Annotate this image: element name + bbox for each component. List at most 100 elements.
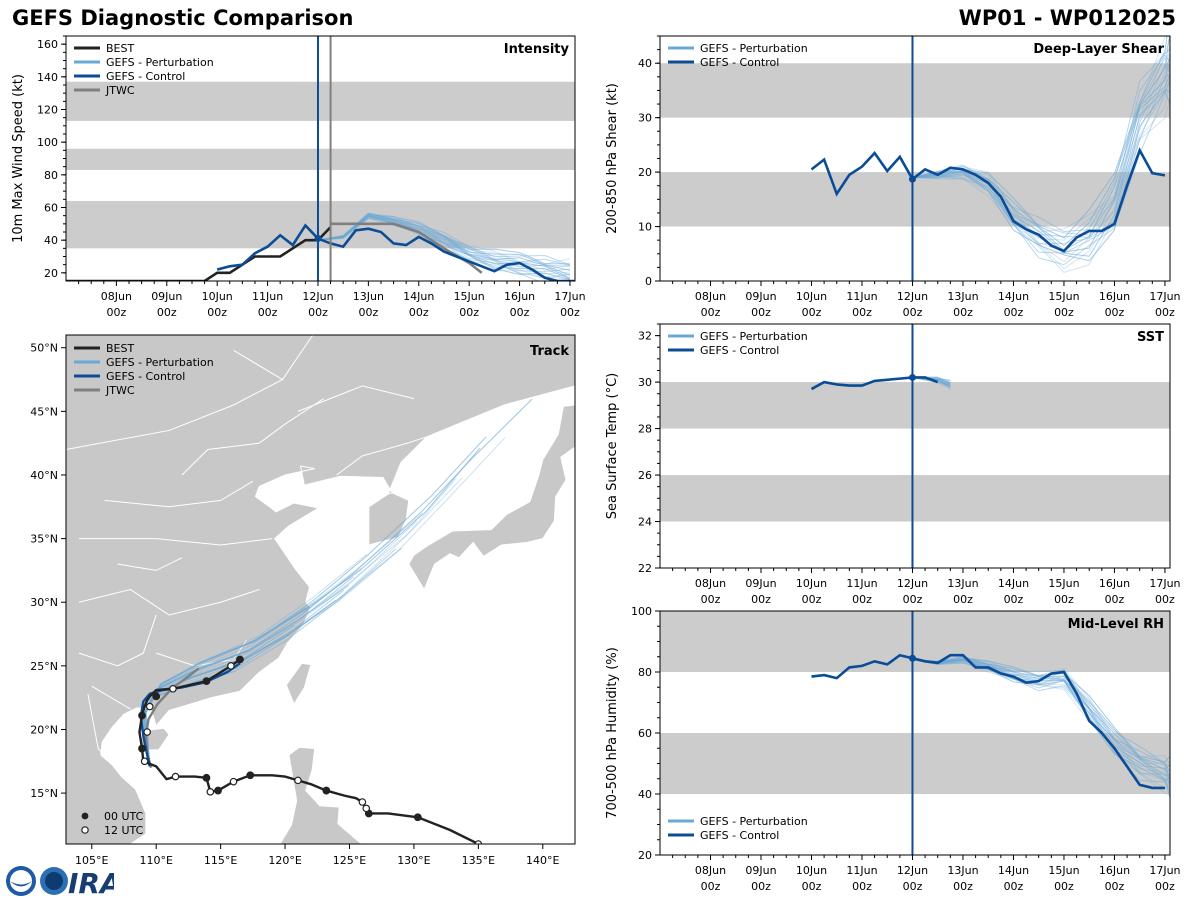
y-tick-label: 30°N xyxy=(30,596,58,609)
perturbation-member-line xyxy=(912,659,1170,785)
boundary-line xyxy=(66,379,283,451)
perturbation-member-line xyxy=(912,53,1170,251)
x-tick-label: 105°E xyxy=(75,854,108,867)
y-axis-label: 200-850 hPa Shear (kt) xyxy=(605,83,620,234)
x-tick-label: 00z xyxy=(258,306,278,319)
y-axis-label: 10m Max Wind Speed (kt) xyxy=(11,74,26,243)
y-tick-label: 160 xyxy=(37,38,58,51)
gefs-control-track xyxy=(139,662,241,767)
x-tick-label: 00z xyxy=(802,880,822,893)
x-tick-label: 17Jun xyxy=(554,290,585,303)
threshold-band xyxy=(660,382,1170,429)
x-tick-label: 09Jun xyxy=(745,577,776,590)
x-tick-label: 13Jun xyxy=(947,577,978,590)
x-tick-label: 00z xyxy=(953,880,973,893)
track-point-12utc xyxy=(229,777,238,786)
x-tick-label: 130°E xyxy=(397,854,430,867)
x-tick-label: 08Jun xyxy=(695,577,726,590)
perturbation-member-line xyxy=(912,37,1170,241)
x-tick-label: 17Jun xyxy=(1149,577,1180,590)
legend-label: GEFS - Perturbation xyxy=(106,356,214,369)
legend-label: GEFS - Control xyxy=(106,70,185,83)
x-tick-label: 00z xyxy=(1054,593,1074,606)
axes-frame xyxy=(65,334,576,845)
x-tick-label: 12Jun xyxy=(302,290,333,303)
y-tick-label: 40 xyxy=(44,234,58,247)
gefs-control-line xyxy=(811,653,1165,790)
x-tick-label: 15Jun xyxy=(454,290,485,303)
best-line xyxy=(66,226,332,281)
track-point-12utc xyxy=(206,788,215,796)
x-tick-label: 13Jun xyxy=(947,290,978,303)
x-tick-label: 11Jun xyxy=(252,290,283,303)
legend-label: GEFS - Control xyxy=(700,344,779,357)
track-point-12utc xyxy=(362,804,371,813)
perturbation-member-line xyxy=(912,98,1170,273)
perturbation-track xyxy=(145,436,487,767)
x-tick-label: 00z xyxy=(459,306,479,319)
x-tick-label: 12Jun xyxy=(897,864,928,877)
track-point-00utc xyxy=(214,786,222,795)
perturbation-member-line xyxy=(912,659,1170,773)
x-tick-label: 14Jun xyxy=(998,864,1029,877)
x-tick-label: 00z xyxy=(409,306,429,319)
panel-title: Deep-Layer Shear xyxy=(1033,42,1164,57)
x-tick-label: 00z xyxy=(1004,593,1024,606)
perturbation-member-line xyxy=(912,90,1170,262)
y-tick-label: 20°N xyxy=(30,723,58,736)
gefs-control-line xyxy=(810,147,1166,253)
x-tick-label: 09Jun xyxy=(745,864,776,877)
x-tick-label: 00z xyxy=(358,306,378,319)
legend-label: GEFS - Control xyxy=(700,56,779,69)
y-tick-label: 40 xyxy=(638,788,652,801)
x-tick-label: 125°E xyxy=(333,854,366,867)
legend-label: BEST xyxy=(106,42,134,55)
y-axis-label: 700-500 hPa Humidity (%) xyxy=(605,647,620,819)
track-point-12utc xyxy=(145,702,154,711)
y-tick-label: 40 xyxy=(638,57,652,70)
cira-noaa-logo: IRA xyxy=(6,866,114,898)
x-tick-label: 17Jun xyxy=(1149,864,1180,877)
x-tick-label: 00z xyxy=(1004,306,1024,319)
x-tick-label: 14Jun xyxy=(998,577,1029,590)
track-point-00utc xyxy=(202,773,211,782)
boundary-line xyxy=(336,436,427,476)
perturbation-member-line xyxy=(912,656,1170,773)
x-tick-label: 13Jun xyxy=(947,864,978,877)
x-tick-label: 08Jun xyxy=(101,290,132,303)
rh-plot-area xyxy=(811,653,1170,798)
track-point-12utc xyxy=(294,776,302,785)
land-mass xyxy=(66,335,575,844)
perturbation-member-line xyxy=(912,58,1170,263)
axes-frame xyxy=(659,323,1171,569)
x-tick-label: 15Jun xyxy=(1048,577,1079,590)
threshold-band xyxy=(660,733,1170,794)
legend-label: GEFS - Control xyxy=(106,370,185,383)
perturbation-member-line xyxy=(912,78,1170,266)
x-tick-label: 00z xyxy=(510,306,530,319)
track-point-00utc xyxy=(138,744,146,753)
x-tick-label: 00z xyxy=(903,880,923,893)
x-tick-label: 11Jun xyxy=(846,577,877,590)
perturbation-member-line xyxy=(912,45,1170,253)
y-tick-label: 140 xyxy=(37,71,58,84)
y-tick-label: 60 xyxy=(638,727,652,740)
perturbation-member-line xyxy=(912,76,1170,270)
y-tick-label: 26 xyxy=(638,469,652,482)
x-tick-label: 00z xyxy=(107,306,127,319)
y-tick-label: 32 xyxy=(638,330,652,343)
perturbation-member-line xyxy=(912,48,1170,233)
x-tick-label: 00z xyxy=(701,306,721,319)
y-tick-label: 60 xyxy=(44,202,58,215)
x-tick-label: 10Jun xyxy=(202,290,233,303)
track-point-00utc xyxy=(202,677,211,686)
x-tick-label: 00z xyxy=(701,593,721,606)
y-tick-label: 20 xyxy=(638,849,652,862)
legend-label: 12 UTC xyxy=(104,824,144,837)
y-tick-label: 100 xyxy=(37,136,58,149)
x-tick-label: 10Jun xyxy=(796,864,827,877)
y-tick-label: 80 xyxy=(638,666,652,679)
jtwc-line xyxy=(330,222,483,274)
y-tick-label: 15°N xyxy=(30,787,58,800)
